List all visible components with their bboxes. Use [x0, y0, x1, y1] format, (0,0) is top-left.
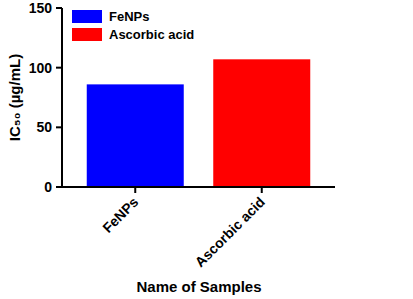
y-tick-label: 0	[44, 179, 52, 195]
legend-swatch	[72, 28, 102, 41]
bars	[87, 59, 311, 187]
x-axis	[62, 186, 335, 188]
y-tick	[56, 126, 62, 128]
y-tick	[56, 186, 62, 188]
y-tick-label: 150	[29, 0, 53, 16]
y-tick-label: 50	[36, 119, 52, 135]
legend-label: Ascorbic acid	[109, 27, 194, 42]
y-tick	[56, 7, 62, 9]
bar	[87, 84, 184, 187]
legend: FeNPs Ascorbic acid	[72, 9, 194, 42]
y-tick-label: 100	[29, 60, 53, 76]
x-tick-label: FeNPs	[99, 194, 141, 236]
x-axis-label: Name of Samples	[136, 278, 261, 295]
x-tick	[134, 187, 136, 193]
legend-swatch	[72, 10, 102, 23]
y-axis-label: IC₅₀ (µg/mL)	[6, 54, 23, 141]
y-tick	[56, 67, 62, 69]
x-tick	[261, 187, 263, 193]
legend-label: FeNPs	[109, 9, 149, 24]
y-axis	[61, 8, 63, 187]
x-tick-label: Ascorbic acid	[192, 194, 268, 270]
bar	[213, 59, 310, 187]
chart: 0 50 100 150 FeNPs Ascorbic acid IC₅₀ (µg/mL) N…	[0, 0, 413, 299]
